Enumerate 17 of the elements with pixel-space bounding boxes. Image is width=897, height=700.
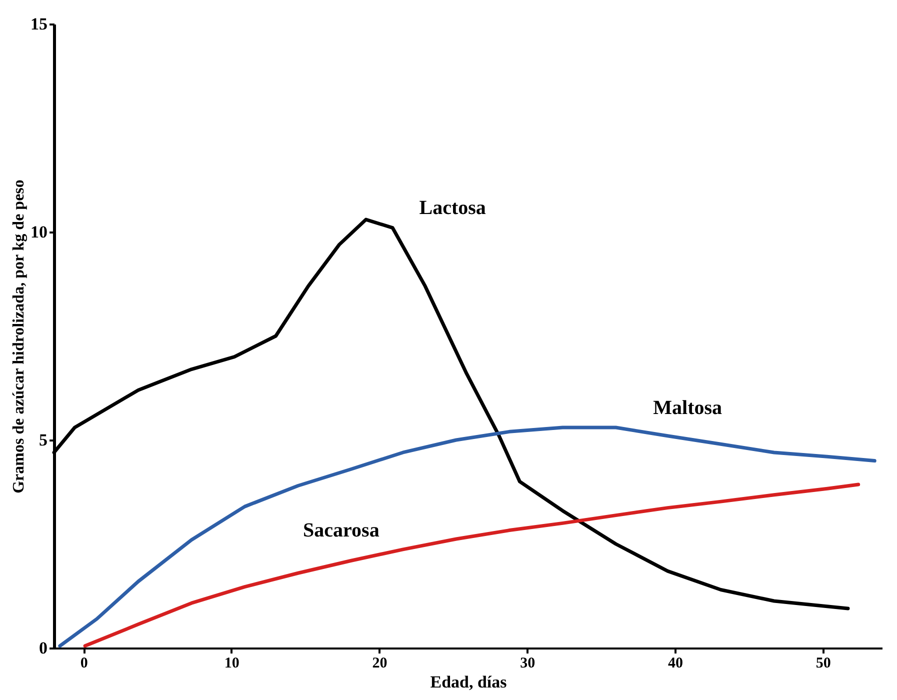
x-tick-label: 20 [372, 656, 388, 672]
series-label: Sacarosa [303, 520, 380, 542]
y-tick-label: 0 [39, 638, 48, 658]
x-tick-label: 0 [80, 656, 88, 672]
series-label: Maltosa [653, 396, 722, 419]
y-tick-label: 15 [30, 14, 48, 34]
x-tick-label: 10 [224, 656, 240, 672]
y-axis-title: Gramos de azúcar hidrolizada, por kg de peso [10, 180, 28, 494]
y-tick-label: 10 [30, 222, 48, 242]
x-tick-label: 30 [520, 656, 536, 672]
x-axis-title: Edad, días [430, 672, 508, 692]
series-label: Lactosa [419, 196, 486, 219]
line-series [58, 426, 876, 648]
y-tick-label: 5 [39, 430, 48, 450]
x-tick-label: 50 [816, 656, 831, 672]
line-series [83, 482, 860, 648]
x-tick-label: 40 [668, 656, 683, 672]
